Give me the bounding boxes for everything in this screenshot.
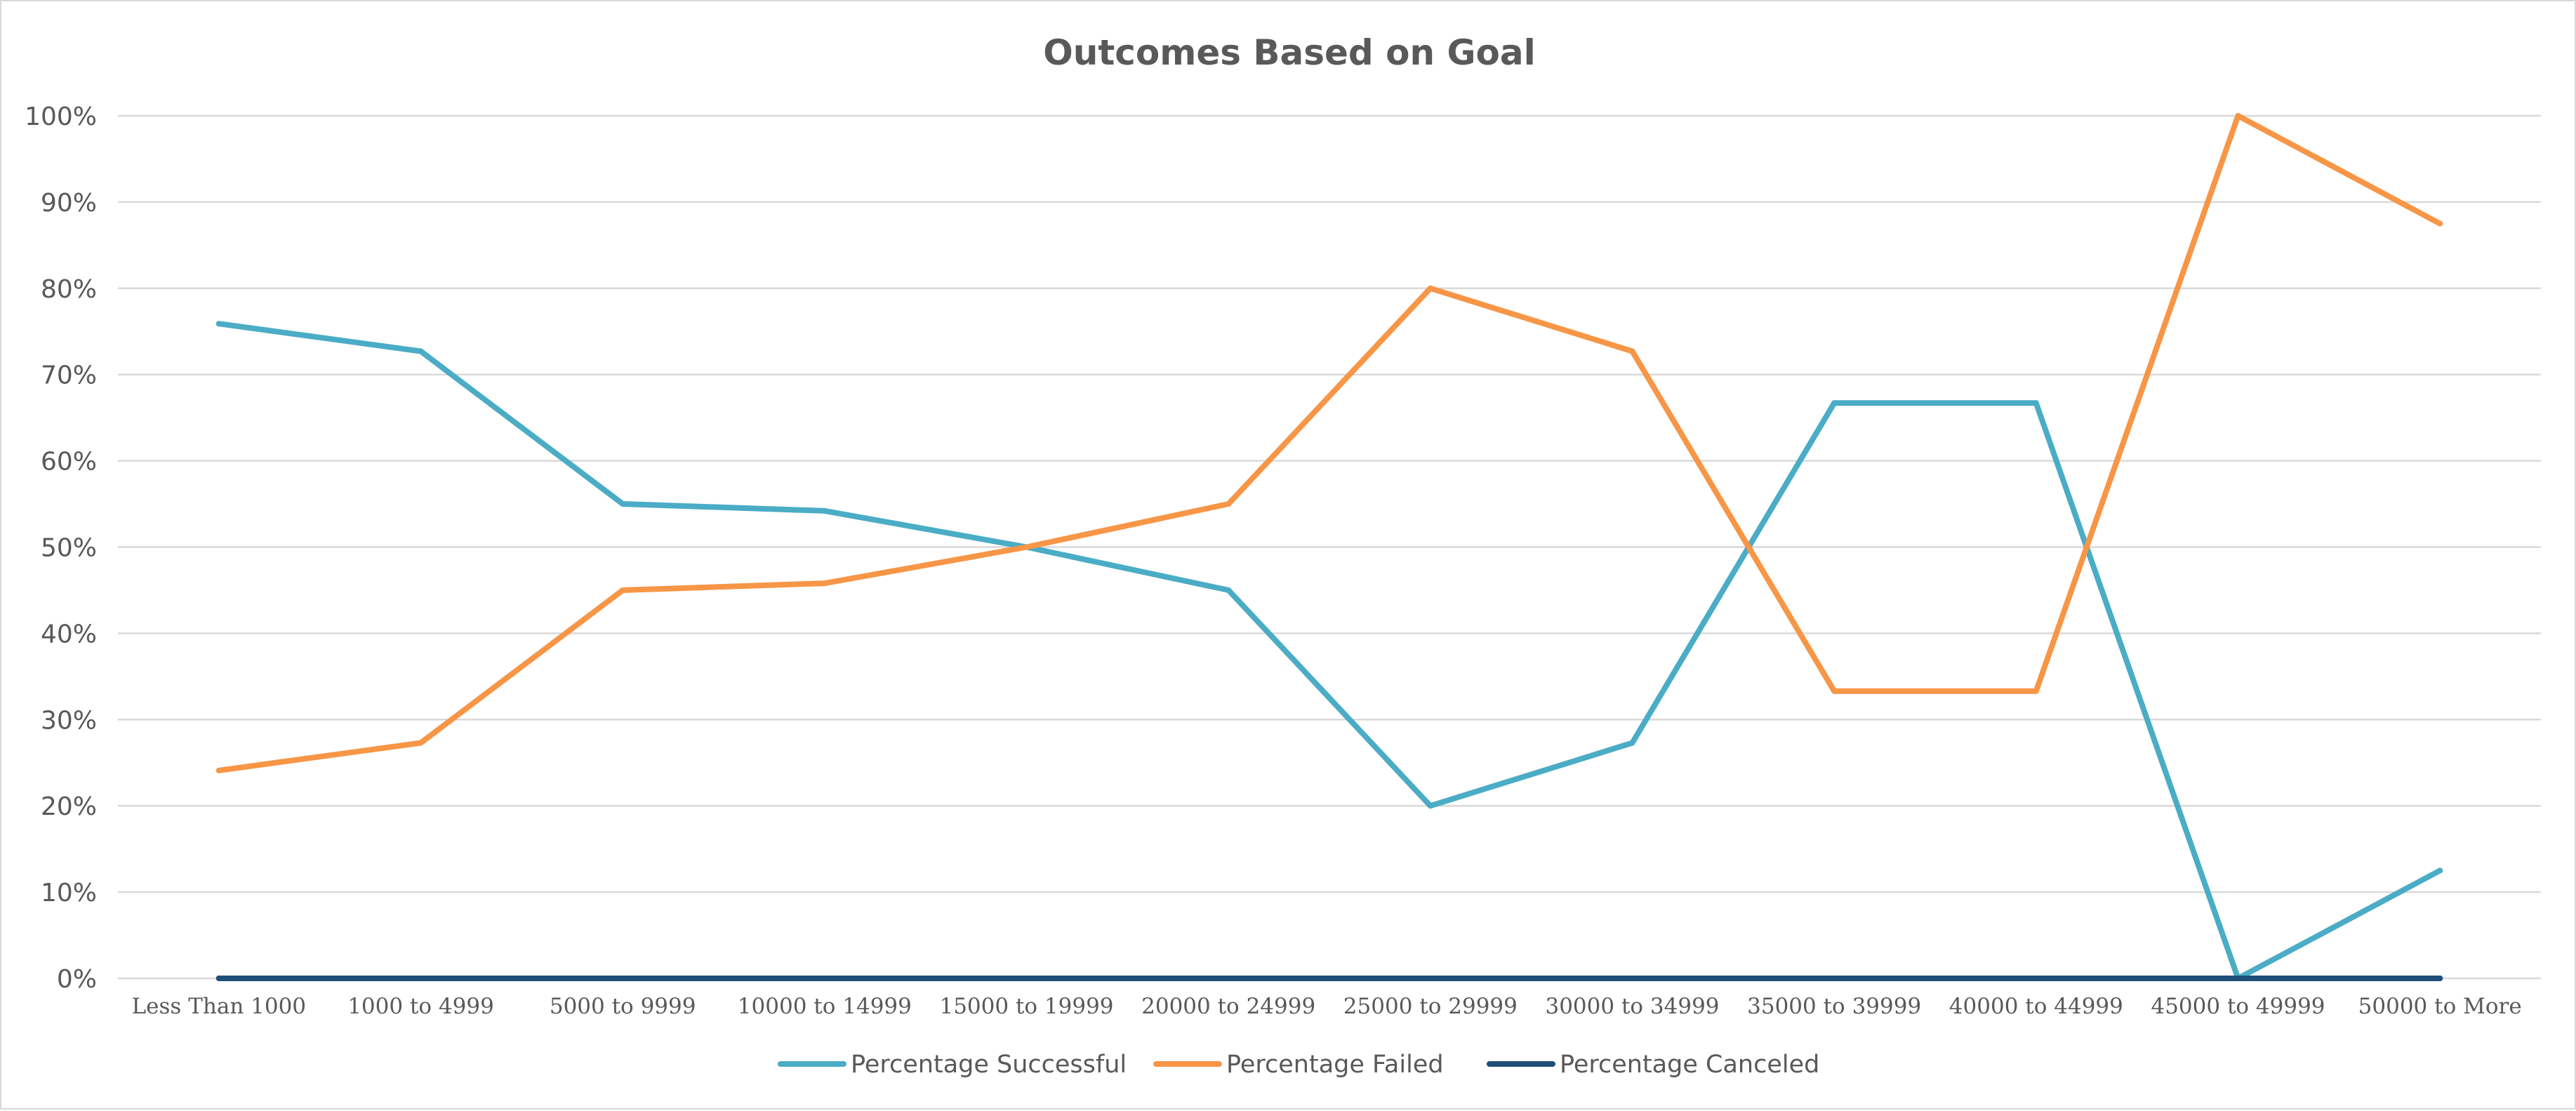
series-3 xyxy=(215,976,2443,981)
x-tick-label: 25000 to 29999 xyxy=(1343,994,1518,1019)
data-point xyxy=(215,321,222,327)
data-point xyxy=(2437,220,2443,227)
y-tick-label: 30% xyxy=(41,706,97,735)
data-point xyxy=(1226,501,1232,507)
data-point xyxy=(2235,976,2241,981)
y-tick-label: 70% xyxy=(41,361,97,390)
data-point xyxy=(821,580,828,587)
y-axis-tick-labels: 0% 10% 20% 30% 40% 50% 60% 70% 80% 90% 100% xyxy=(25,102,97,994)
data-point xyxy=(215,767,222,773)
data-point xyxy=(2033,976,2039,981)
gridlines xyxy=(118,114,2541,980)
data-point xyxy=(1427,976,1433,981)
y-tick-label: 10% xyxy=(41,879,97,907)
data-point xyxy=(418,348,424,354)
data-point xyxy=(2437,976,2443,981)
data-point xyxy=(1629,348,1635,354)
data-point xyxy=(1226,587,1232,593)
data-point xyxy=(620,501,626,507)
data-point xyxy=(1629,740,1635,746)
data-point xyxy=(2437,867,2443,874)
y-tick-label: 50% xyxy=(41,534,97,563)
data-point xyxy=(1023,544,1030,550)
x-tick-label: 10000 to 14999 xyxy=(738,994,912,1019)
y-tick-label: 100% xyxy=(25,102,97,131)
data-point xyxy=(418,740,424,746)
series-line-2 xyxy=(215,113,2443,773)
data-point xyxy=(1427,285,1433,291)
series-1 xyxy=(215,321,2443,981)
data-point xyxy=(1427,803,1433,809)
data-point xyxy=(418,976,424,981)
legend-item: Percentage Successful xyxy=(778,1051,1127,1079)
x-tick-label: 40000 to 44999 xyxy=(1949,994,2123,1019)
legend-label: Percentage Failed xyxy=(1226,1051,1444,1079)
series-lines xyxy=(215,113,2443,981)
data-point xyxy=(1023,976,1030,981)
x-tick-label: 20000 to 24999 xyxy=(1141,994,1315,1019)
y-tick-label: 0% xyxy=(57,965,97,994)
data-point xyxy=(1831,976,1838,981)
data-point xyxy=(2033,400,2039,406)
chart-title: Outcomes Based on Goal xyxy=(1043,32,1536,73)
data-point xyxy=(2033,688,2039,694)
legend-item: Percentage Failed xyxy=(1153,1051,1444,1079)
data-point xyxy=(821,507,828,514)
data-point xyxy=(1831,400,1838,406)
x-tick-label: Less Than 1000 xyxy=(132,994,306,1019)
y-tick-label: 80% xyxy=(41,275,97,304)
legend-label: Percentage Successful xyxy=(851,1051,1127,1079)
y-tick-label: 90% xyxy=(41,189,97,218)
legend-item: Percentage Canceled xyxy=(1487,1051,1819,1079)
data-point xyxy=(1226,976,1232,981)
series-2 xyxy=(215,113,2443,773)
data-point xyxy=(620,587,626,593)
x-tick-label: 50000 to More xyxy=(2358,994,2522,1019)
data-point xyxy=(215,976,222,981)
x-tick-label: 45000 to 49999 xyxy=(2151,994,2325,1019)
legend: Percentage Successful Percentage Failed Pe… xyxy=(778,1051,1819,1079)
data-point xyxy=(1831,688,1838,694)
x-tick-label: 35000 to 39999 xyxy=(1747,994,1921,1019)
x-tick-label: 1000 to 4999 xyxy=(347,994,494,1019)
data-point xyxy=(620,976,626,981)
x-axis-tick-labels: Less Than 1000 1000 to 4999 5000 to 9999 10… xyxy=(132,994,2522,1019)
data-point xyxy=(821,976,828,981)
x-tick-label: 5000 to 9999 xyxy=(550,994,696,1019)
data-point xyxy=(1629,976,1635,981)
series-line-1 xyxy=(215,321,2443,981)
x-tick-label: 15000 to 19999 xyxy=(939,994,1113,1019)
y-tick-label: 60% xyxy=(41,448,97,477)
y-tick-label: 20% xyxy=(41,792,97,821)
data-point xyxy=(2235,113,2241,119)
legend-label: Percentage Canceled xyxy=(1560,1051,1819,1079)
y-tick-label: 40% xyxy=(41,620,97,648)
x-tick-label: 30000 to 34999 xyxy=(1545,994,1719,1019)
